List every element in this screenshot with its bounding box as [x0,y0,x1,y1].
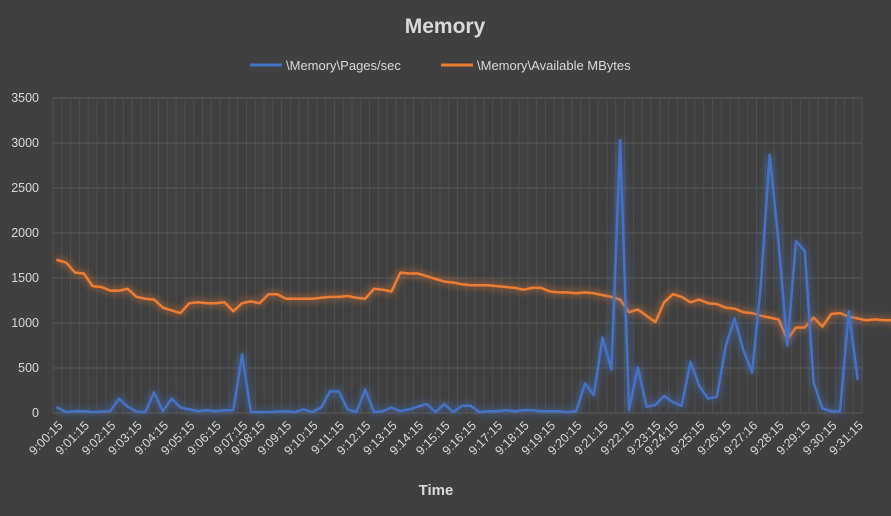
x-axis-title: Time [419,482,454,499]
legend-label-available-mbytes: \Memory\Available MBytes [477,58,631,73]
y-tick-label: 2500 [11,181,39,195]
chart-legend: \Memory\Pages/sec \Memory\Available MByt… [250,58,631,73]
y-tick-label: 1000 [11,316,39,330]
x-axis-tick-labels: 9:00:159:01:159:02:159:03:159:04:159:05:… [26,418,866,457]
series-line-pages-sec [56,139,859,414]
y-tick-label: 0 [32,406,39,420]
y-tick-label: 1500 [11,271,39,285]
chart-grid [52,97,863,414]
y-tick-label: 2000 [11,226,39,240]
legend-label-pages-sec: \Memory\Pages/sec [286,58,401,73]
y-tick-label: 3000 [11,136,39,150]
y-tick-label: 500 [18,361,39,375]
y-tick-label: 3500 [11,91,39,105]
chart-title: Memory [405,15,486,38]
series-line-available-mbytes [56,258,891,341]
y-axis-tick-labels: 0 500 1000 1500 2000 2500 3000 3500 [11,91,39,420]
series-layer [56,139,891,414]
